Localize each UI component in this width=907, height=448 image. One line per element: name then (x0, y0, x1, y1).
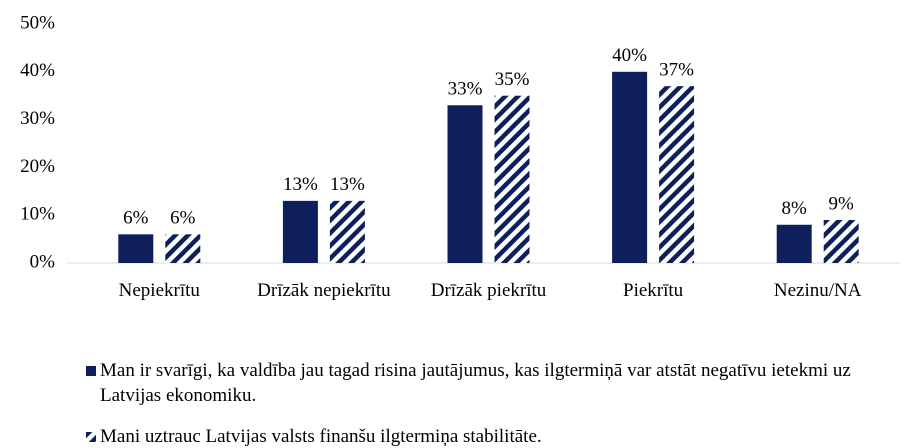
legend-marker (86, 366, 96, 376)
x-tick-label: Nepiekrītu (118, 280, 200, 301)
data-label: 37% (659, 59, 694, 80)
bar (494, 95, 530, 263)
legend-item: Man ir svarīgi, ka valdība jau tagad ris… (86, 358, 880, 408)
data-label: 13% (330, 174, 365, 195)
data-label: 13% (283, 174, 318, 195)
data-label: 6% (123, 208, 149, 229)
data-label: 33% (448, 79, 483, 100)
bar (776, 224, 812, 263)
bar (329, 200, 365, 263)
data-label: 6% (170, 208, 196, 229)
data-label: 9% (829, 193, 855, 214)
data-label: 40% (612, 45, 647, 66)
legend-marker (86, 432, 96, 442)
x-tick-label: Drīzāk piekrītu (430, 280, 547, 301)
legend-label: Man ir svarīgi, ka valdība jau tagad ris… (100, 360, 851, 406)
y-tick-label: 50% (20, 12, 55, 33)
data-label: 35% (495, 69, 530, 90)
x-tick-label: Piekrītu (623, 280, 684, 301)
bar (823, 219, 859, 263)
y-tick-label: 30% (20, 108, 55, 129)
y-tick-label: 40% (20, 60, 55, 81)
bar (447, 105, 483, 263)
legend-swatch (86, 366, 96, 376)
y-tick-label: 0% (30, 251, 56, 272)
legend-swatch (86, 432, 96, 442)
bar (659, 86, 695, 263)
bar (282, 200, 318, 263)
x-tick-label: Nezinu/NA (773, 280, 862, 301)
bar (612, 71, 648, 263)
y-tick-label: 20% (20, 156, 55, 177)
x-tick-label: Drīzāk nepiekrītu (257, 280, 391, 301)
legend-item: Mani uztrauc Latvijas valsts finanšu ilg… (86, 424, 880, 448)
data-label: 8% (782, 198, 808, 219)
legend-label: Mani uztrauc Latvijas valsts finanšu ilg… (100, 426, 542, 447)
bar (118, 234, 154, 263)
y-tick-label: 10% (20, 204, 55, 225)
bar (165, 234, 201, 263)
